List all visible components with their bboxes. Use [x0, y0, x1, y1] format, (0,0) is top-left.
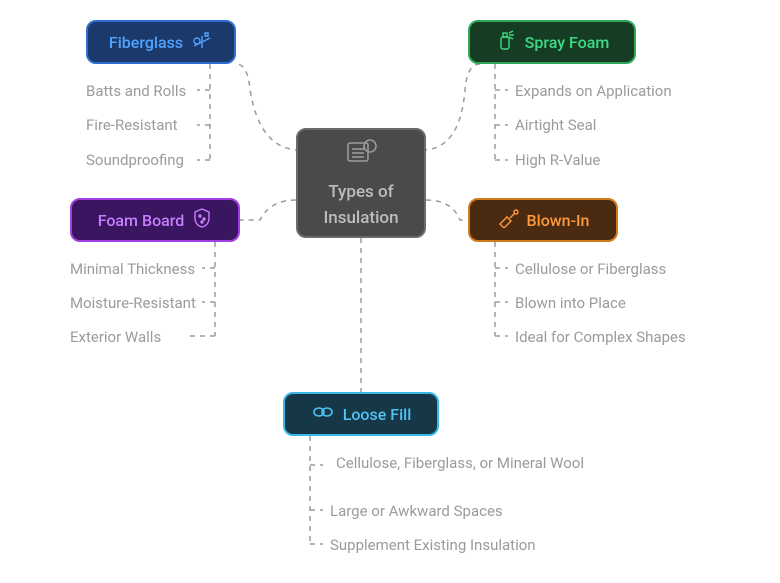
sub-item: Airtight Seal	[515, 116, 596, 134]
branch-label: Loose Fill	[343, 405, 412, 424]
roll-icon	[344, 137, 378, 171]
sub-item: High R-Value	[515, 151, 600, 169]
chain-icon	[311, 403, 335, 425]
sub-item: Moisture-Resistant	[70, 294, 196, 312]
sub-item: Blown into Place	[515, 294, 626, 312]
sub-item: Soundproofing	[86, 151, 184, 169]
shield-icon	[192, 207, 212, 233]
branch-blown-in: Blown-In	[468, 198, 618, 242]
sub-item: Cellulose or Fiberglass	[515, 260, 666, 278]
center-title-line2: Insulation	[323, 207, 398, 229]
sub-item: Expands on Application	[515, 82, 672, 100]
branch-label: Blown-In	[527, 211, 590, 230]
branch-label: Foam Board	[98, 211, 185, 230]
center-node: Types of Insulation	[296, 128, 426, 238]
sub-item: Exterior Walls	[70, 328, 161, 346]
branch-label: Fiberglass	[109, 33, 183, 52]
sub-item: Fire-Resistant	[86, 116, 178, 134]
branch-fiberglass: Fiberglass	[86, 20, 236, 64]
branch-loose-fill: Loose Fill	[283, 392, 439, 436]
trowel-icon	[497, 208, 519, 232]
scale-icon	[191, 30, 213, 54]
branch-foam-board: Foam Board	[70, 198, 240, 242]
sub-item: Minimal Thickness	[70, 260, 195, 278]
branch-spray-foam: Spray Foam	[468, 20, 636, 64]
sub-item: Cellulose, Fiberglass, or Mineral Wool	[330, 454, 590, 472]
sub-item: Ideal for Complex Shapes	[515, 328, 686, 346]
sub-item: Large or Awkward Spaces	[330, 502, 503, 520]
center-title-line1: Types of	[328, 181, 393, 203]
spray-icon	[495, 29, 517, 55]
sub-item: Supplement Existing Insulation	[330, 536, 536, 554]
branch-label: Spray Foam	[525, 33, 610, 52]
sub-item: Batts and Rolls	[86, 82, 186, 100]
